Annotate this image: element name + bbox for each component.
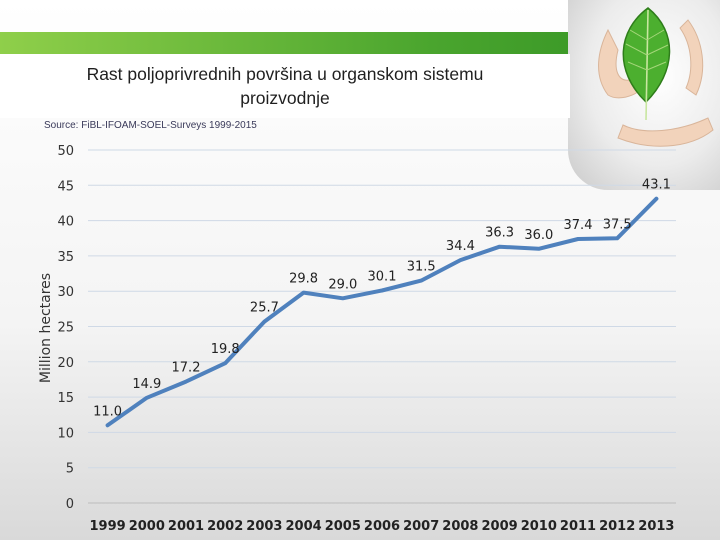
x-tick-label: 2002 (207, 519, 243, 534)
data-label: 25.7 (250, 301, 279, 316)
data-label: 29.8 (289, 272, 318, 287)
data-label: 31.5 (407, 260, 436, 275)
x-tick-label: 2006 (364, 519, 400, 534)
y-tick-label: 35 (57, 250, 74, 265)
y-tick-label: 45 (57, 179, 74, 194)
y-tick-label: 10 (57, 426, 74, 441)
y-tick-labels: 0 5 10 15 20 25 30 35 40 45 50 (57, 144, 74, 512)
data-label: 29.0 (328, 277, 357, 292)
y-tick-label: 30 (57, 285, 74, 300)
data-label: 19.8 (211, 342, 240, 357)
data-label: 34.4 (446, 239, 475, 254)
x-tick-label: 1999 (90, 519, 126, 534)
leaf-hands-image (568, 0, 720, 190)
x-tick-label: 2000 (129, 519, 165, 534)
data-label: 11.0 (93, 404, 122, 419)
data-label: 43.1 (642, 178, 671, 193)
data-label: 37.4 (564, 218, 593, 233)
y-axis-label: Million hectares (38, 273, 54, 383)
y-tick-label: 0 (66, 497, 74, 512)
y-tick-label: 25 (57, 321, 74, 336)
x-tick-label: 2011 (560, 519, 596, 534)
x-tick-label: 2008 (442, 519, 478, 534)
x-tick-label: 2010 (521, 519, 557, 534)
data-label: 36.0 (524, 228, 553, 243)
data-label: 14.9 (132, 377, 161, 392)
leaf-icon (598, 7, 714, 147)
x-tick-label: 2007 (403, 519, 439, 534)
gridlines (88, 149, 676, 504)
x-tick-label: 2004 (286, 519, 322, 534)
data-label: 17.2 (172, 361, 201, 376)
y-tick-label: 20 (57, 356, 74, 371)
x-tick-label: 2003 (246, 519, 282, 534)
y-tick-label: 5 (66, 462, 74, 477)
y-tick-label: 50 (57, 144, 74, 159)
x-tick-label: 2005 (325, 519, 361, 534)
chart-title: Rast poljoprivrednih površina u organsko… (86, 64, 484, 108)
x-tick-label: 2012 (599, 519, 635, 534)
data-label: 30.1 (368, 269, 397, 284)
x-tick-label: 2009 (482, 519, 518, 534)
source-note: Source: FiBL-IFOAM-SOEL-Surveys 1999-201… (44, 120, 257, 131)
data-label: 37.5 (603, 217, 632, 232)
y-tick-label: 15 (57, 391, 74, 406)
x-tick-label: 2001 (168, 519, 204, 534)
title-box (0, 54, 570, 118)
x-tick-labels: 1999 2000 2001 2002 2003 2004 2005 2006 2007 2008… (90, 519, 675, 534)
data-label: 36.3 (485, 226, 514, 241)
x-tick-label: 2013 (638, 519, 674, 534)
data-labels: 11.0 14.9 17.2 19.8 25.7 29.8 29.0 30.1 31.5 34.4… (93, 178, 671, 420)
header-green-band (0, 32, 720, 54)
y-tick-label: 40 (57, 215, 74, 230)
series-line (105, 196, 659, 428)
